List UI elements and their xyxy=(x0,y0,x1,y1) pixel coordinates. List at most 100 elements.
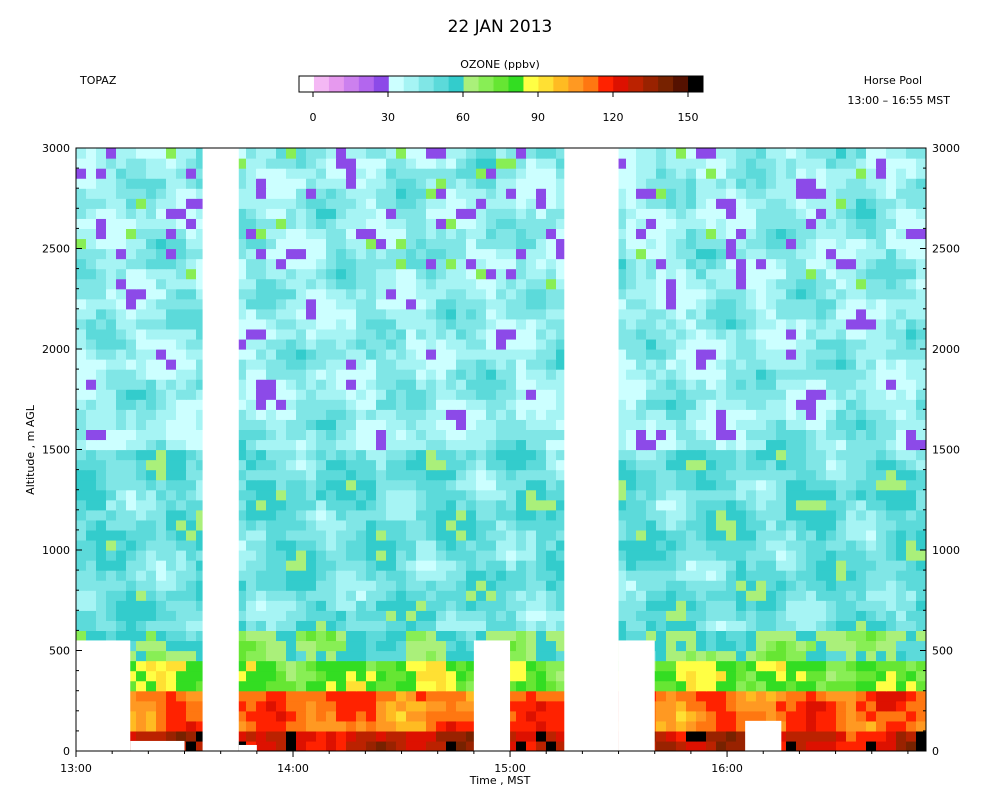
ozone-cell xyxy=(156,319,167,330)
ozone-cell xyxy=(496,279,507,290)
ozone-cell xyxy=(256,701,267,712)
ozone-cell xyxy=(486,620,497,631)
ozone-cell xyxy=(326,339,337,350)
ozone-cell xyxy=(246,500,257,511)
ozone-cell xyxy=(156,590,167,601)
ozone-cell xyxy=(256,279,267,290)
ozone-cell xyxy=(546,399,557,410)
ozone-cell xyxy=(116,158,127,169)
ozone-cell xyxy=(136,369,147,380)
ozone-cell xyxy=(326,520,337,531)
ozone-cell xyxy=(126,409,137,420)
ozone-cell xyxy=(86,299,97,310)
ozone-cell xyxy=(916,701,927,712)
ozone-cell xyxy=(306,480,317,491)
ozone-cell xyxy=(296,359,307,370)
ozone-cell xyxy=(476,500,487,511)
ozone-cell xyxy=(76,450,87,461)
ozone-cell xyxy=(876,369,887,380)
ozone-cell xyxy=(876,731,887,742)
ozone-cell xyxy=(376,590,387,601)
ozone-cell xyxy=(276,379,287,390)
ozone-cell xyxy=(706,470,717,481)
ozone-cell xyxy=(156,540,167,551)
ozone-cell xyxy=(376,470,387,481)
ozone-cell xyxy=(406,419,417,430)
ozone-cell xyxy=(746,178,757,189)
ozone-cell xyxy=(76,329,87,340)
ozone-cell xyxy=(646,590,657,601)
ozone-cell xyxy=(686,630,697,641)
ozone-cell xyxy=(366,470,377,481)
ozone-cell xyxy=(456,640,467,651)
ozone-cell xyxy=(686,651,697,662)
ozone-cell xyxy=(286,651,297,662)
ozone-cell xyxy=(716,520,727,531)
ozone-cell xyxy=(96,319,107,330)
ozone-cell xyxy=(646,218,657,229)
ozone-cell xyxy=(426,409,437,420)
ozone-cell xyxy=(146,570,157,581)
ozone-cell xyxy=(96,289,107,300)
ozone-cell xyxy=(896,490,907,501)
ozone-cell xyxy=(836,379,847,390)
ozone-cell xyxy=(466,198,477,209)
ozone-cell xyxy=(796,520,807,531)
ozone-cell xyxy=(76,198,87,209)
ozone-cell xyxy=(896,661,907,672)
ozone-cell xyxy=(536,550,547,561)
ozone-cell xyxy=(736,500,747,511)
ozone-cell xyxy=(666,550,677,561)
ozone-cell xyxy=(526,249,537,260)
ozone-cell xyxy=(466,399,477,410)
ozone-cell xyxy=(296,299,307,310)
ozone-cell xyxy=(676,439,687,450)
ozone-cell xyxy=(636,379,647,390)
ozone-cell xyxy=(326,701,337,712)
ozone-cell xyxy=(446,259,457,270)
ozone-cell xyxy=(386,620,397,631)
ozone-cell xyxy=(316,249,327,260)
ozone-cell xyxy=(486,359,497,370)
ozone-cell xyxy=(896,721,907,732)
ozone-cell xyxy=(736,329,747,340)
ozone-cell xyxy=(426,419,437,430)
ozone-cell xyxy=(696,218,707,229)
ozone-cell xyxy=(96,279,107,290)
ozone-cell xyxy=(786,339,797,350)
ozone-cell xyxy=(86,580,97,591)
ozone-cell xyxy=(516,470,527,481)
ozone-cell xyxy=(446,651,457,662)
ozone-cell xyxy=(766,560,777,571)
ozone-cell xyxy=(256,269,267,280)
ozone-cell xyxy=(686,490,697,501)
ozone-cell xyxy=(836,269,847,280)
ozone-cell xyxy=(906,490,917,501)
ozone-cell xyxy=(836,228,847,239)
ozone-cell xyxy=(716,560,727,571)
ozone-cell xyxy=(176,721,187,732)
ozone-cell xyxy=(896,530,907,541)
ozone-cell xyxy=(456,379,467,390)
ozone-cell xyxy=(516,610,527,621)
ozone-cell xyxy=(336,188,347,199)
ozone-cell xyxy=(306,640,317,651)
ozone-cell xyxy=(376,450,387,461)
ozone-cell xyxy=(636,249,647,260)
ozone-cell xyxy=(446,349,457,360)
ozone-cell xyxy=(756,500,767,511)
ozone-cell xyxy=(356,590,367,601)
ozone-cell xyxy=(746,188,757,199)
ozone-cell xyxy=(796,490,807,501)
ozone-cell xyxy=(326,731,337,742)
ozone-cell xyxy=(416,249,427,260)
ozone-cell xyxy=(876,269,887,280)
ozone-cell xyxy=(656,168,667,179)
ozone-cell xyxy=(776,168,787,179)
ozone-cell xyxy=(836,661,847,672)
ozone-cell xyxy=(266,580,277,591)
ozone-cell xyxy=(476,329,487,340)
ozone-cell xyxy=(356,178,367,189)
ozone-cell xyxy=(266,731,277,742)
ozone-cell xyxy=(826,409,837,420)
